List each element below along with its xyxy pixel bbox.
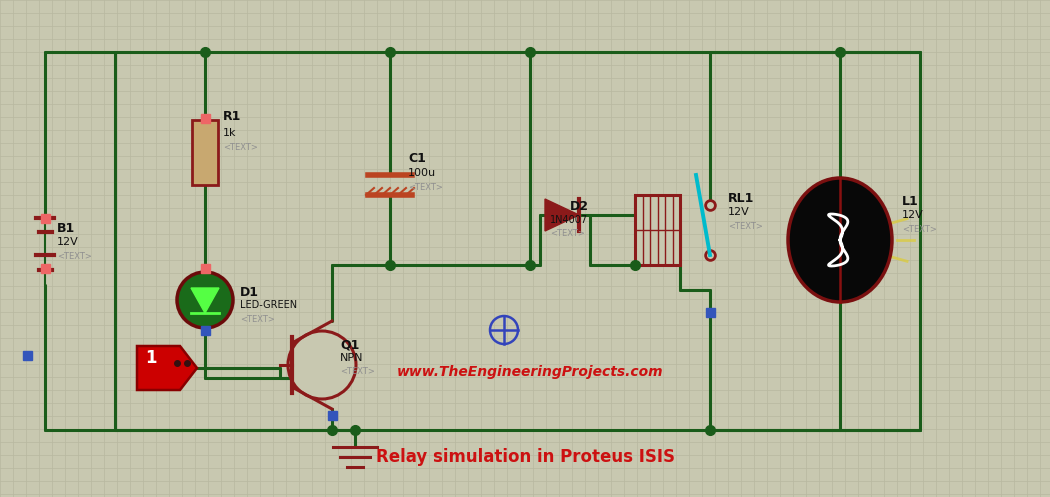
Text: <TEXT>: <TEXT> <box>240 315 275 324</box>
Circle shape <box>288 331 356 399</box>
Text: D2: D2 <box>570 200 589 213</box>
Bar <box>328 411 336 419</box>
Bar <box>201 326 210 334</box>
Polygon shape <box>545 199 579 231</box>
Text: Q1: Q1 <box>340 338 359 351</box>
Text: <TEXT>: <TEXT> <box>902 225 937 234</box>
Polygon shape <box>136 346 197 390</box>
Circle shape <box>177 272 233 328</box>
Text: LED-GREEN: LED-GREEN <box>240 300 297 310</box>
Bar <box>41 263 49 272</box>
Bar <box>706 308 714 317</box>
Text: 1: 1 <box>145 349 156 367</box>
Text: 1k: 1k <box>223 128 236 138</box>
Text: C1: C1 <box>408 152 426 165</box>
Text: 1N4007: 1N4007 <box>550 215 588 225</box>
Text: <TEXT>: <TEXT> <box>340 367 375 376</box>
Text: www.TheEngineeringProjects.com: www.TheEngineeringProjects.com <box>397 365 664 379</box>
Text: R1: R1 <box>223 110 242 123</box>
Text: Relay simulation in Proteus ISIS: Relay simulation in Proteus ISIS <box>376 448 674 466</box>
Text: <TEXT>: <TEXT> <box>728 222 763 231</box>
Text: <TEXT>: <TEXT> <box>550 229 585 238</box>
Bar <box>192 120 218 185</box>
Text: <TEXT>: <TEXT> <box>57 252 92 261</box>
Text: D1: D1 <box>240 286 259 299</box>
Text: 100u: 100u <box>408 168 436 178</box>
Text: <TEXT>: <TEXT> <box>223 143 258 152</box>
Bar <box>22 350 32 359</box>
Bar <box>41 214 49 223</box>
Text: RL1: RL1 <box>728 192 754 205</box>
Text: B1: B1 <box>57 222 76 235</box>
Bar <box>635 195 680 265</box>
Bar <box>201 113 210 122</box>
Text: NPN: NPN <box>340 353 363 363</box>
Ellipse shape <box>788 178 892 302</box>
Text: <TEXT>: <TEXT> <box>408 183 443 192</box>
Bar <box>201 263 210 272</box>
Text: 12V: 12V <box>728 207 750 217</box>
Text: 12V: 12V <box>902 210 924 220</box>
Text: L1: L1 <box>902 195 919 208</box>
Text: 12V: 12V <box>57 237 79 247</box>
Polygon shape <box>191 288 219 313</box>
